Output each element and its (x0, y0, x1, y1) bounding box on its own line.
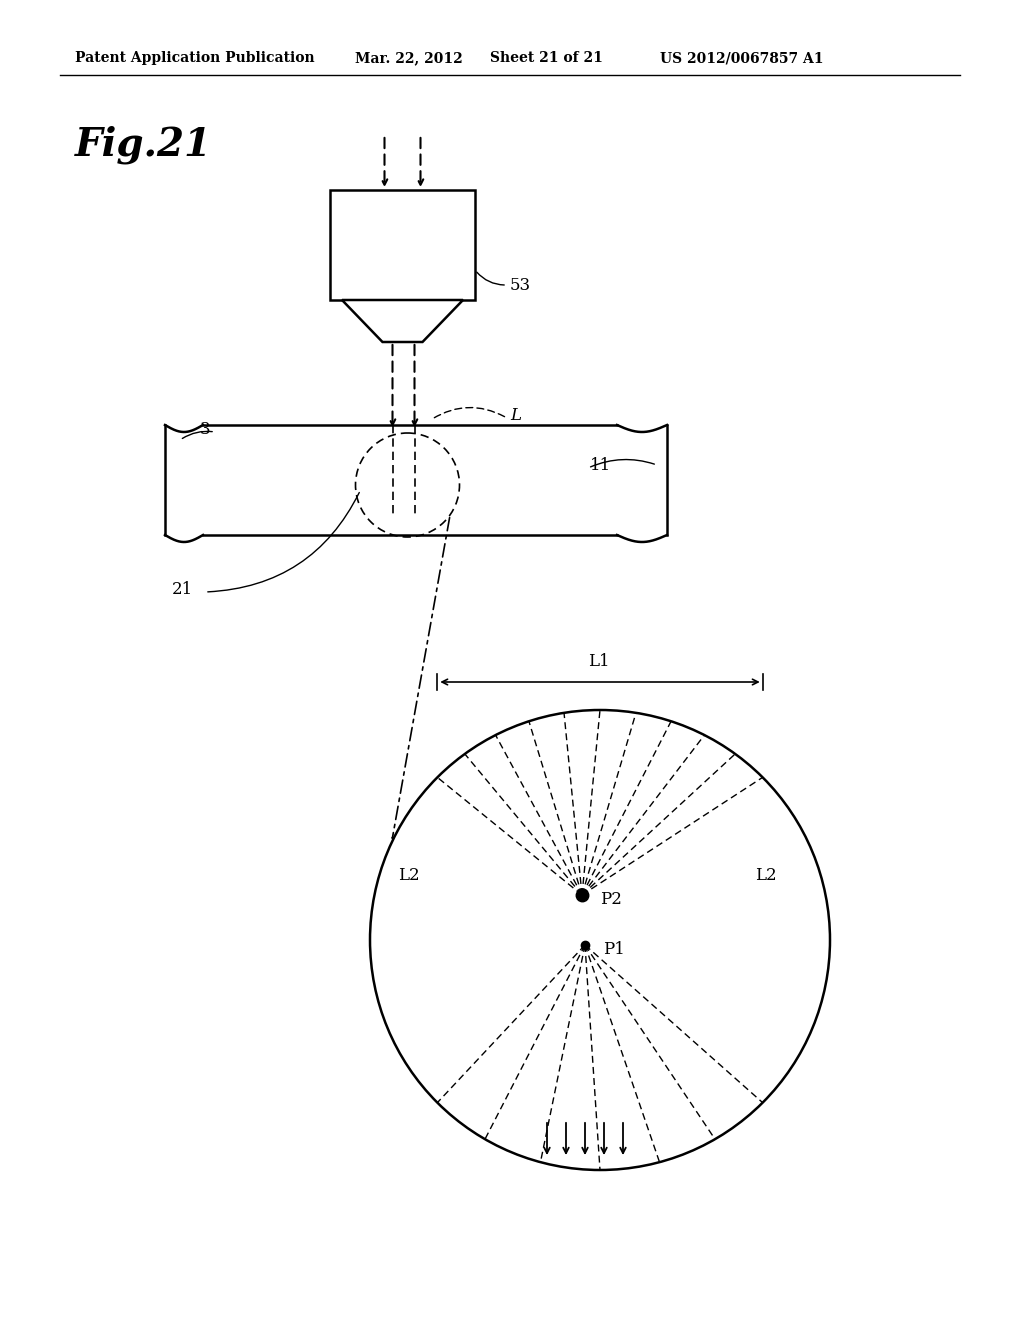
Text: P1: P1 (603, 941, 625, 958)
Text: 3: 3 (200, 421, 211, 438)
Text: Sheet 21 of 21: Sheet 21 of 21 (490, 51, 603, 65)
Text: 53: 53 (510, 276, 531, 293)
Polygon shape (342, 300, 463, 342)
FancyArrowPatch shape (392, 517, 450, 838)
Text: Fig.21: Fig.21 (75, 125, 212, 164)
FancyArrowPatch shape (182, 432, 212, 438)
FancyArrowPatch shape (433, 408, 505, 418)
Text: L2: L2 (398, 867, 420, 884)
FancyArrowPatch shape (591, 459, 654, 467)
Text: 11: 11 (590, 457, 611, 474)
Text: P2: P2 (600, 891, 622, 908)
Text: L: L (510, 407, 521, 424)
Text: Mar. 22, 2012: Mar. 22, 2012 (355, 51, 463, 65)
Text: L1: L1 (588, 653, 609, 671)
Text: 21: 21 (172, 582, 194, 598)
Text: L2: L2 (755, 867, 776, 884)
Text: US 2012/0067857 A1: US 2012/0067857 A1 (660, 51, 823, 65)
Bar (330, 190, 475, 300)
Text: Patent Application Publication: Patent Application Publication (75, 51, 314, 65)
FancyArrowPatch shape (208, 492, 359, 591)
FancyArrowPatch shape (477, 272, 504, 285)
